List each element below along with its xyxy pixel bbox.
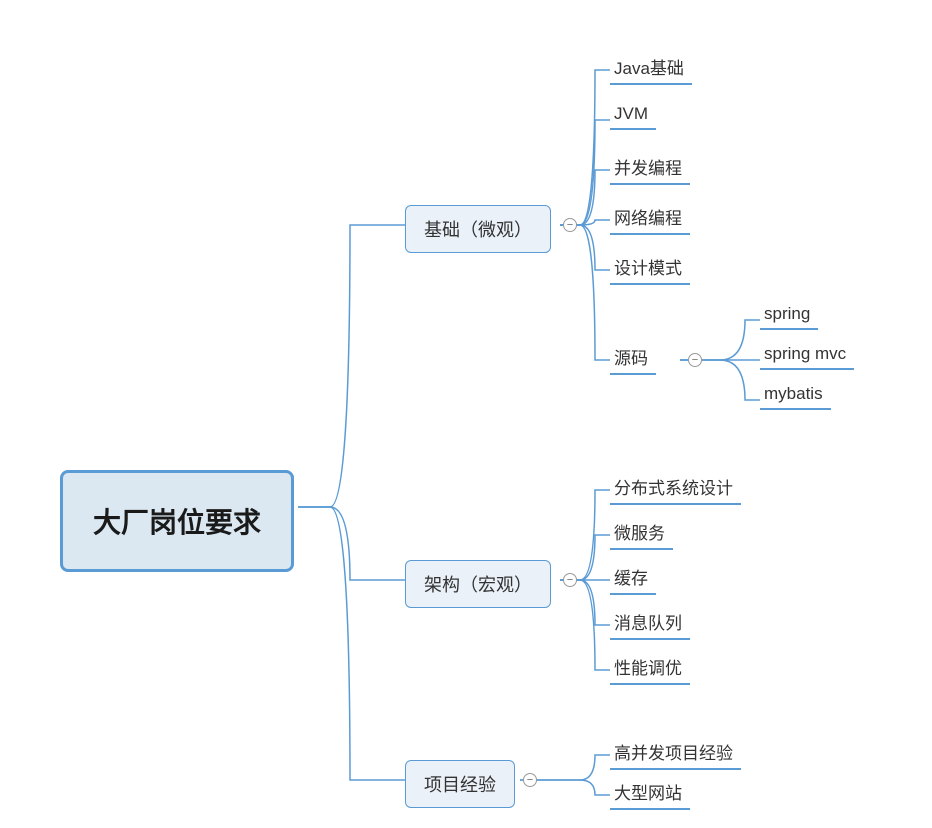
leaf-spring[interactable]: spring [760, 300, 818, 330]
collapse-icon[interactable]: − [523, 773, 537, 787]
collapse-icon[interactable]: − [563, 573, 577, 587]
leaf-microservice[interactable]: 微服务 [610, 515, 673, 550]
branch-architecture[interactable]: 架构（宏观） [405, 560, 551, 608]
branch-basics[interactable]: 基础（微观） [405, 205, 551, 253]
leaf-source-code[interactable]: 源码 [610, 340, 656, 375]
leaf-spring-mvc[interactable]: spring mvc [760, 340, 854, 370]
leaf-cache[interactable]: 缓存 [610, 560, 656, 595]
branch-project[interactable]: 项目经验 [405, 760, 515, 808]
root-node[interactable]: 大厂岗位要求 [60, 470, 294, 572]
leaf-network[interactable]: 网络编程 [610, 200, 690, 235]
leaf-high-concurrency[interactable]: 高并发项目经验 [610, 735, 741, 770]
collapse-icon[interactable]: − [688, 353, 702, 367]
leaf-mq[interactable]: 消息队列 [610, 605, 690, 640]
leaf-concurrency[interactable]: 并发编程 [610, 150, 690, 185]
leaf-jvm[interactable]: JVM [610, 100, 656, 130]
leaf-design-pattern[interactable]: 设计模式 [610, 250, 690, 285]
leaf-java-basics[interactable]: Java基础 [610, 50, 692, 85]
leaf-distributed[interactable]: 分布式系统设计 [610, 470, 741, 505]
leaf-large-site[interactable]: 大型网站 [610, 775, 690, 810]
leaf-performance[interactable]: 性能调优 [610, 650, 690, 685]
connector-lines [0, 0, 932, 828]
leaf-mybatis[interactable]: mybatis [760, 380, 831, 410]
collapse-icon[interactable]: − [563, 218, 577, 232]
